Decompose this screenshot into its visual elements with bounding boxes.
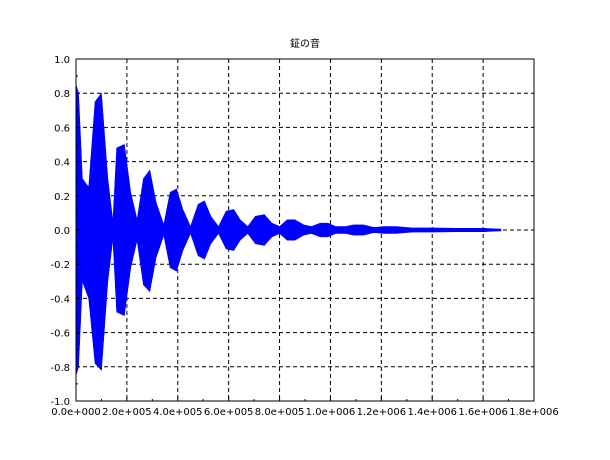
- x-tick-label: 8.0e+005: [255, 407, 305, 418]
- y-tick-label: 1.0: [54, 55, 70, 66]
- x-tick-label: 6.0e+005: [204, 407, 254, 418]
- y-tick-label: -0.8: [50, 363, 70, 374]
- x-tick-label: 1.8e+006: [509, 407, 559, 418]
- x-tick-label: 1.2e+006: [357, 407, 407, 418]
- y-tick-label: 0.4: [54, 158, 70, 169]
- x-tick-label: 1.6e+006: [458, 407, 508, 418]
- y-tick-label: -0.2: [50, 260, 70, 271]
- y-tick-label: 0.0: [54, 226, 70, 237]
- series-layer: [75, 84, 502, 376]
- x-tick-label: 1.0e+006: [306, 407, 356, 418]
- x-tick-label: 1.4e+006: [407, 407, 457, 418]
- y-tick-label: -1.0: [50, 397, 70, 408]
- x-tick-label: 0.0e+000: [51, 407, 101, 418]
- y-tick-label: -0.4: [50, 294, 70, 305]
- tick-layer: 0.0e+000 2.0e+005 4.0e+005 6.0e+005 8.0e+005…: [50, 55, 558, 418]
- chart-title: 鉦の音: [290, 37, 320, 50]
- y-tick-label: -0.6: [50, 329, 70, 340]
- y-tick-label: 0.8: [54, 89, 70, 100]
- y-tick-label: 0.2: [54, 192, 70, 203]
- waveform-line: [75, 84, 501, 374]
- x-tick-label: 4.0e+005: [153, 407, 203, 418]
- x-tick-label: 2.0e+005: [102, 407, 152, 418]
- y-tick-label: 0.6: [54, 123, 70, 134]
